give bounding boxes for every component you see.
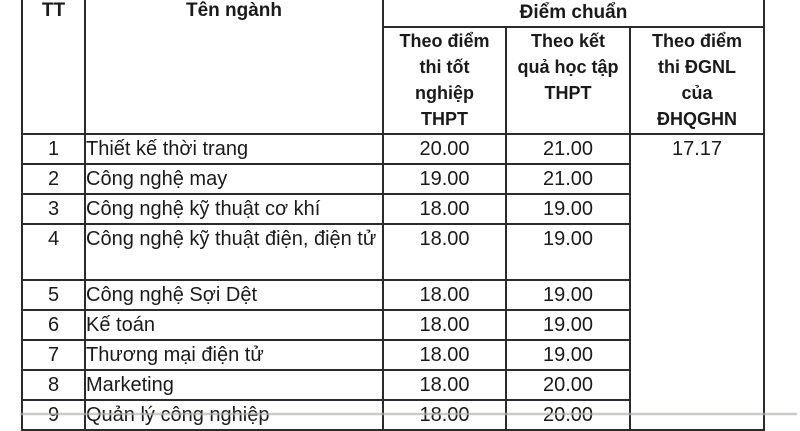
record-score-cell: 21.00 (505, 133, 631, 165)
exam-score-cell: 18.00 (382, 193, 507, 225)
table-row: 5 Công nghệ Sợi Dệt 18.00 19.00 (21, 279, 764, 311)
record-score-cell: 19.00 (505, 193, 631, 225)
row-number-cell: 5 (21, 279, 86, 311)
table-row: 7 Thương mại điện tử 18.00 19.00 (21, 339, 764, 371)
exam-score-cell: 18.00 (382, 399, 507, 431)
header-exam-score: Theo điểm thi tốt nghiệp THPT (382, 26, 507, 135)
major-name-cell: Thiết kế thời trang (84, 133, 384, 165)
major-name-cell: Công nghệ Sợi Dệt (84, 279, 384, 311)
record-score-cell: 19.00 (505, 309, 631, 341)
row-number-cell: 1 (21, 133, 86, 165)
table-row: 3 Công nghệ kỹ thuật cơ khí 18.00 19.00 (21, 193, 764, 225)
major-name-cell: Marketing (84, 369, 384, 401)
exam-score-cell: 20.00 (382, 133, 507, 165)
row-number-cell: 9 (21, 399, 86, 431)
major-name-cell: Quản lý công nghiệp (84, 399, 384, 431)
row-number-cell: 4 (21, 223, 86, 281)
row-number-cell: 7 (21, 339, 86, 371)
record-score-cell: 19.00 (505, 339, 631, 371)
major-name-cell: Thương mại điện tử (84, 339, 384, 371)
header-group-diem-chuan: Điểm chuẩn (382, 0, 765, 28)
admission-scores-table: TT Tên ngành Điểm chuẩn Theo điểm thi tố… (21, 0, 765, 431)
exam-score-cell: 19.00 (382, 163, 507, 195)
exam-score-cell: 18.00 (382, 223, 507, 281)
table-row: 2 Công nghệ may 19.00 21.00 (21, 163, 764, 195)
table-row: 4 Công nghệ kỹ thuật điện, điện tử 18.00… (21, 223, 764, 281)
dgnl-merged-score-cell: 17.17 (629, 133, 765, 431)
table-row: 6 Kế toán 18.00 19.00 (21, 309, 764, 341)
row-number-cell: 3 (21, 193, 86, 225)
record-score-cell: 20.00 (505, 399, 631, 431)
exam-score-cell: 18.00 (382, 369, 507, 401)
row-number-cell: 8 (21, 369, 86, 401)
major-name-cell: Công nghệ kỹ thuật điện, điện tử (84, 223, 384, 281)
header-dgnl-score: Theo điểm thi ĐGNL của ĐHQGHN (629, 26, 765, 135)
major-name-cell: Kế toán (84, 309, 384, 341)
row-number-cell: 2 (21, 163, 86, 195)
header-major-name: Tên ngành (84, 0, 384, 135)
header-row-subcolumns: Theo điểm thi tốt nghiệp THPT Theo kết q… (22, 26, 765, 135)
major-name-cell: Công nghệ kỹ thuật cơ khí (84, 193, 384, 225)
record-score-cell: 19.00 (505, 223, 631, 281)
header-row-group: TT Tên ngành Điểm chuẩn (21, 0, 765, 135)
exam-score-cell: 18.00 (382, 309, 507, 341)
row-number-cell: 6 (21, 309, 86, 341)
header-record-score: Theo kết quả học tập THPT (505, 26, 631, 135)
table-row: 8 Marketing 18.00 20.00 (21, 369, 764, 401)
record-score-cell: 19.00 (505, 279, 631, 311)
table-row: 1 Thiết kế thời trang 20.00 21.00 17.17 (21, 133, 765, 431)
exam-score-cell: 18.00 (382, 339, 507, 371)
record-score-cell: 21.00 (505, 163, 631, 195)
header-tt: TT (21, 0, 86, 135)
cropped-next-row-line (20, 413, 797, 415)
major-name-cell: Công nghệ may (84, 163, 384, 195)
record-score-cell: 20.00 (505, 369, 631, 401)
exam-score-cell: 18.00 (382, 279, 507, 311)
